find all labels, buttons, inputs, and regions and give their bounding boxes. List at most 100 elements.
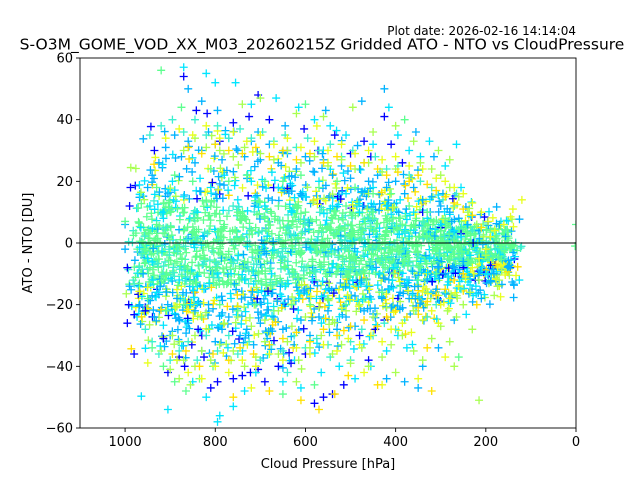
- background-point: [384, 178, 393, 187]
- background-point: [445, 230, 454, 239]
- background-point: [325, 239, 334, 248]
- data-point: [197, 149, 206, 158]
- background-point: [345, 284, 354, 293]
- data-point: [245, 112, 254, 121]
- data-point: [378, 168, 387, 177]
- background-point: [432, 243, 441, 252]
- data-point: [409, 306, 418, 315]
- background-point: [148, 257, 157, 266]
- data-point: [434, 343, 443, 352]
- data-point: [245, 337, 254, 346]
- background-point: [269, 336, 278, 345]
- background-point: [462, 310, 471, 319]
- data-point: [414, 171, 423, 180]
- background-point: [303, 183, 312, 192]
- data-point: [409, 220, 418, 229]
- data-point: [342, 306, 351, 315]
- background-point: [336, 279, 345, 288]
- background-point: [206, 266, 215, 275]
- background-point: [271, 318, 280, 327]
- background-point: [262, 184, 271, 193]
- data-point: [157, 121, 166, 130]
- data-point: [175, 346, 184, 355]
- background-point: [360, 215, 369, 224]
- data-point: [229, 118, 238, 127]
- data-point: [490, 226, 499, 235]
- background-point: [379, 274, 388, 283]
- background-point: [385, 268, 394, 277]
- data-point: [265, 115, 274, 124]
- data-point: [166, 365, 175, 374]
- background-point: [312, 215, 321, 224]
- background-point: [408, 267, 417, 276]
- data-point: [229, 393, 238, 402]
- background-point: [336, 195, 345, 204]
- data-point: [414, 374, 423, 383]
- data-point: [317, 368, 326, 377]
- background-point: [343, 167, 352, 176]
- data-point: [330, 390, 339, 399]
- background-point: [485, 300, 494, 309]
- data-point: [484, 217, 493, 226]
- data-point: [328, 202, 337, 210]
- data-point: [369, 189, 378, 198]
- background-point: [280, 173, 289, 182]
- background-point: [315, 343, 324, 352]
- background-point: [150, 160, 159, 169]
- background-point: [182, 248, 191, 257]
- background-point: [354, 209, 363, 218]
- data-point: [457, 232, 466, 241]
- data-point: [126, 183, 135, 192]
- background-point: [452, 291, 461, 300]
- background-point: [254, 203, 263, 212]
- data-point: [175, 124, 184, 133]
- background-point: [253, 294, 262, 303]
- background-point: [322, 216, 331, 225]
- background-point: [161, 225, 170, 234]
- background-point: [334, 253, 343, 262]
- background-point: [343, 273, 352, 282]
- data-point: [305, 350, 314, 358]
- data-point: [468, 325, 477, 334]
- data-point: [168, 115, 177, 124]
- background-point: [333, 342, 342, 351]
- data-point: [141, 325, 150, 334]
- data-point: [355, 208, 364, 217]
- data-point: [335, 362, 344, 371]
- background-point: [189, 293, 198, 302]
- background-point: [411, 210, 420, 219]
- data-point: [409, 183, 418, 192]
- background-point: [206, 222, 215, 231]
- background-point: [214, 273, 223, 282]
- data-point: [294, 294, 303, 303]
- background-point: [434, 250, 443, 259]
- background-point: [205, 279, 214, 288]
- data-point: [321, 106, 330, 115]
- data-point: [335, 251, 344, 260]
- data-point: [310, 115, 319, 124]
- background-point: [291, 173, 300, 182]
- background-point: [216, 240, 225, 249]
- data-point: [247, 177, 256, 186]
- background-point: [466, 231, 475, 240]
- background-point: [317, 319, 326, 328]
- data-point: [260, 214, 269, 223]
- data-point: [382, 303, 391, 312]
- data-point: [405, 294, 414, 303]
- data-point: [346, 161, 355, 170]
- background-point: [439, 233, 448, 242]
- background-point: [327, 226, 336, 235]
- data-point: [242, 171, 251, 180]
- data-point: [184, 368, 193, 377]
- background-point: [261, 226, 270, 235]
- data-point: [179, 128, 188, 136]
- data-point: [391, 177, 400, 186]
- background-point: [135, 302, 144, 311]
- background-point: [423, 289, 432, 298]
- background-point: [292, 314, 301, 323]
- background-point: [127, 344, 136, 353]
- background-point: [490, 291, 499, 300]
- data-point: [283, 134, 292, 143]
- background-point: [202, 197, 211, 206]
- data-point: [400, 115, 409, 124]
